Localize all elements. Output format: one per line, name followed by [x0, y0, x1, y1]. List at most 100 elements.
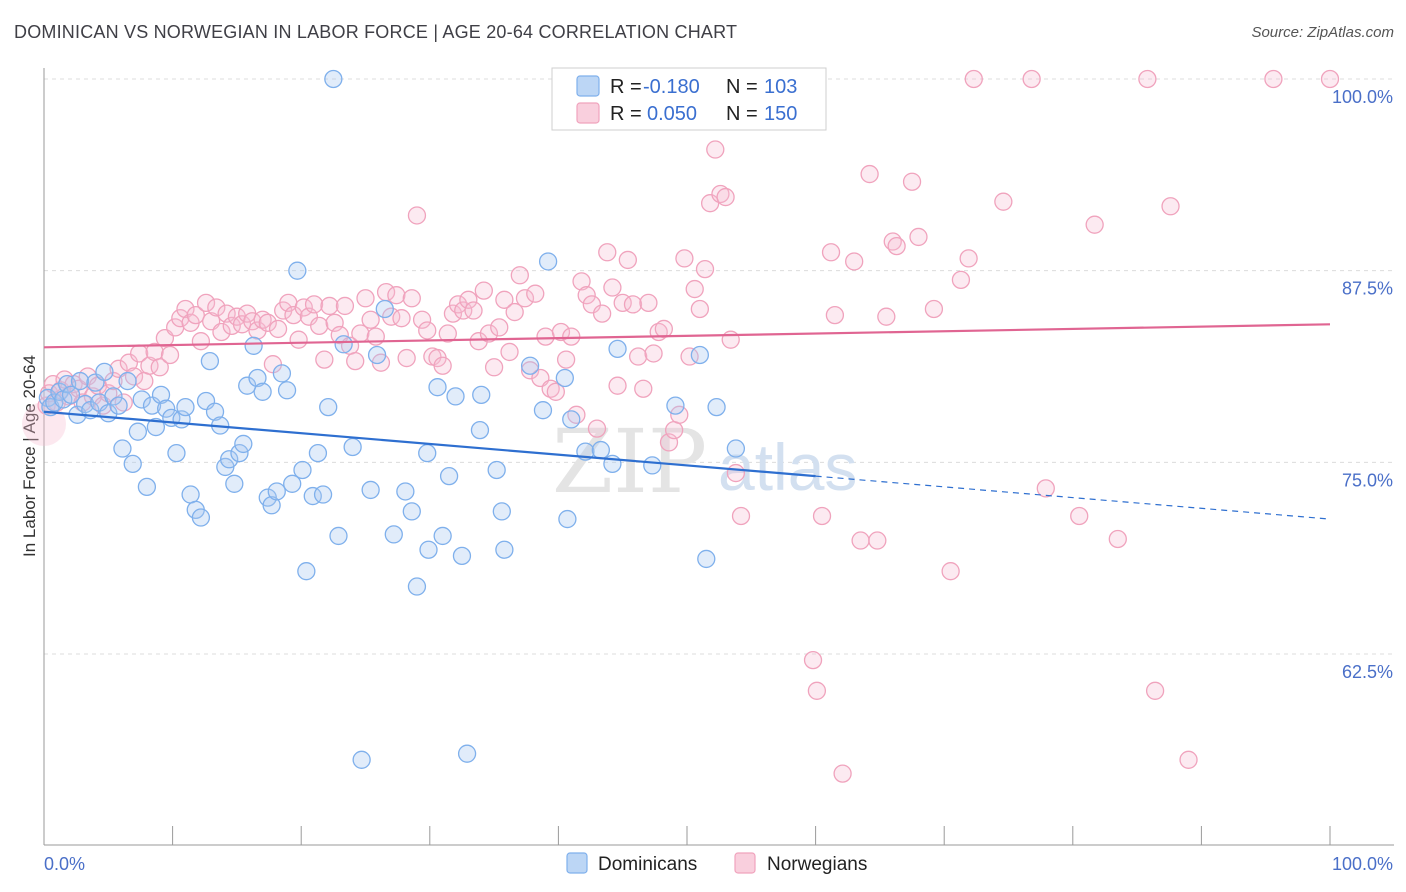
point-norwegians [716, 187, 735, 207]
point-norwegians [484, 358, 504, 377]
point-norwegians [289, 330, 308, 349]
point-norwegians [706, 140, 725, 159]
point-dominicans [487, 460, 506, 480]
point-dominicans [439, 466, 459, 486]
bottom-legend: Dominicans Norwegians [566, 852, 867, 875]
point-norwegians [603, 278, 622, 297]
legend-r-label-0: R = [610, 76, 642, 98]
point-norwegians [356, 289, 375, 308]
point-dominicans [277, 381, 297, 400]
x-axis-tick-labels: 0.0% 100.0% [44, 854, 1393, 874]
point-dominicans [293, 460, 312, 480]
point-norwegians [310, 316, 329, 336]
legend-n-value-1: 150 [764, 103, 797, 125]
point-norwegians [833, 764, 852, 783]
point-norwegians [1179, 750, 1198, 769]
point-dominicans [220, 450, 239, 469]
point-norwegians [392, 309, 411, 328]
point-dominicans [123, 454, 142, 474]
point-dominicans [230, 443, 249, 463]
point-dominicans [446, 387, 465, 406]
point-dominicans [396, 482, 415, 501]
point-dominicans [555, 368, 574, 388]
point-norwegians [176, 299, 195, 319]
legend-n-label-1: N = [726, 103, 758, 125]
point-norwegians [1036, 479, 1055, 498]
point-dominicans [452, 546, 472, 566]
point-dominicans [191, 508, 211, 527]
legend-r-value-0: -0.180 [643, 76, 700, 98]
trend-line-norwegians [43, 323, 1331, 349]
point-norwegians [304, 295, 324, 314]
y-tick-label: 75.0% [1342, 470, 1393, 490]
point-dominicans [533, 401, 553, 420]
legend-r-value-1: 0.050 [647, 103, 697, 125]
point-norwegians [731, 506, 751, 526]
point-norwegians [515, 289, 535, 308]
point-norwegians [623, 295, 643, 314]
point-dominicans [319, 397, 338, 417]
point-dominicans [167, 443, 186, 463]
point-dominicans [591, 440, 610, 460]
point-norwegians [160, 345, 180, 365]
point-dominicans [244, 336, 263, 355]
point-norwegians [902, 172, 922, 191]
points-dominicans [38, 69, 746, 769]
point-norwegians [495, 290, 514, 309]
point-norwegians [941, 562, 960, 581]
point-dominicans [329, 526, 348, 546]
point-norwegians [695, 259, 715, 279]
point-norwegians [690, 299, 710, 319]
point-norwegians [1108, 529, 1127, 549]
point-norwegians [459, 290, 478, 309]
point-norwegians [868, 531, 887, 550]
point-norwegians [577, 286, 596, 305]
point-norwegians [556, 350, 576, 369]
point-norwegians [951, 270, 971, 290]
point-dominicans [690, 345, 710, 365]
point-dominicans [253, 382, 272, 401]
point-norwegians [207, 298, 226, 317]
point-norwegians [536, 327, 555, 346]
point-dominicans [104, 387, 123, 406]
point-norwegians [1138, 69, 1157, 89]
y-axis-tick-labels: 62.5% 75.0% 87.5% 100.0% [1332, 87, 1393, 682]
point-norwegians [551, 322, 571, 342]
point-norwegians [582, 295, 601, 314]
point-dominicans [324, 69, 343, 89]
point-dominicans [313, 485, 333, 504]
point-norwegians [320, 296, 339, 316]
point-dominicans [562, 410, 581, 429]
point-norwegians [253, 310, 272, 329]
point-norwegians [1085, 215, 1104, 234]
point-norwegians [433, 356, 452, 375]
point-norwegians [639, 293, 658, 313]
point-norwegians [196, 293, 216, 313]
point-norwegians [608, 376, 627, 395]
point-dominicans [643, 456, 662, 475]
point-norwegians [438, 324, 457, 343]
point-dominicans [407, 577, 427, 596]
point-norwegians [212, 322, 231, 342]
watermark: ZIP atlas [552, 410, 857, 513]
point-dominicans [308, 443, 328, 463]
point-dominicans [375, 299, 394, 319]
point-dominicans [225, 474, 244, 493]
point-norwegians [1145, 681, 1165, 700]
point-dominicans [666, 396, 685, 415]
point-norwegians [675, 249, 694, 268]
point-norwegians [171, 309, 190, 328]
point-norwegians [721, 330, 740, 349]
point-norwegians [443, 304, 463, 323]
point-norwegians [109, 359, 128, 378]
point-norwegians [546, 382, 565, 401]
point-norwegians [268, 319, 288, 339]
point-norwegians [454, 301, 473, 320]
point-dominicans [297, 562, 316, 581]
point-norwegians [464, 301, 483, 320]
point-dominicans [267, 482, 286, 501]
point-norwegians [664, 420, 684, 440]
point-norwegians [500, 342, 519, 362]
point-norwegians [407, 206, 427, 225]
